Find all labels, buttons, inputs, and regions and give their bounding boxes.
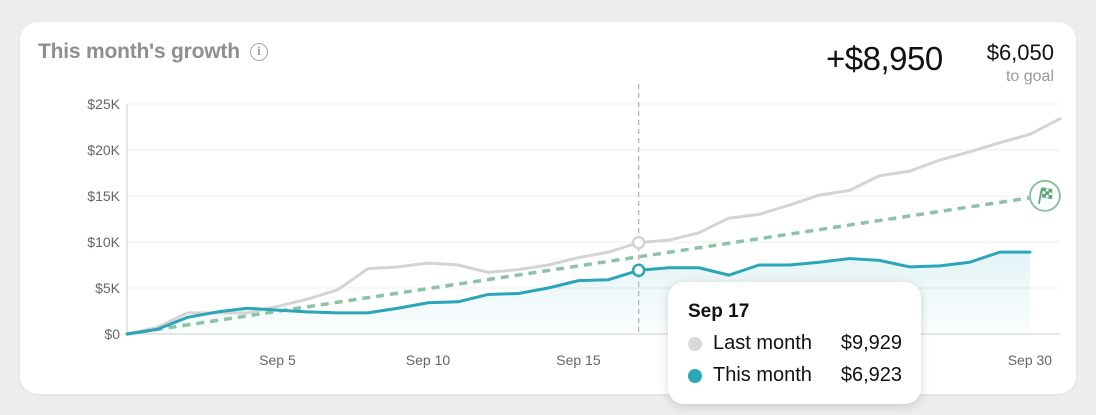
flag-checker <box>1048 188 1053 193</box>
chart-title: This month's growth i <box>38 40 268 64</box>
y-tick-label: $5K <box>95 280 121 296</box>
x-tick-label: Sep 15 <box>556 352 601 368</box>
tooltip-row-last-month: Last month $9,929 <box>688 332 902 355</box>
tooltip-date: Sep 17 <box>688 301 750 322</box>
this-month-legend-dot <box>688 368 702 383</box>
this-month-line <box>125 250 1032 336</box>
growth-value: +$8,950 <box>826 40 943 77</box>
x-tick-label: Sep 5 <box>259 352 296 368</box>
hover-tooltip: Sep 17 Last month $9,929 This month $6,9… <box>668 282 921 404</box>
x-tick-label: Sep 10 <box>406 352 451 368</box>
tooltip-row-value: $6,923 <box>840 364 902 386</box>
flag-checker <box>1045 191 1050 196</box>
y-tick-label: $0 <box>104 326 120 342</box>
flag-checker <box>1045 188 1050 192</box>
to-goal-value: $6,050 <box>986 40 1054 65</box>
last-month-legend-dot <box>688 336 702 351</box>
goal-line <box>126 196 1031 336</box>
flag-checker <box>1042 193 1046 198</box>
this-month-hover-point <box>631 263 646 278</box>
flag-checker <box>1048 191 1053 196</box>
info-icon[interactable]: i <box>249 43 268 61</box>
tooltip-row-this-month: This month $6,923 <box>688 364 902 387</box>
flag-checker <box>1042 187 1046 192</box>
last-month-hover-point <box>631 235 646 250</box>
chart-title-text: This month's growth <box>38 40 240 63</box>
tooltip-row-name: This month <box>713 364 812 386</box>
tooltip-row-name: Last month <box>713 332 812 354</box>
y-tick-label: $15K <box>87 188 120 204</box>
y-tick-label: $20K <box>87 142 120 158</box>
flag-checker <box>1048 195 1053 199</box>
to-goal-label: to goal <box>1005 68 1054 85</box>
y-tick-label: $25K <box>87 96 120 112</box>
flag-checker <box>1042 190 1046 195</box>
y-tick-label: $10K <box>87 234 120 250</box>
flag-pole <box>1038 187 1043 205</box>
tooltip-row-value: $9,929 <box>840 332 902 354</box>
flag-checker <box>1045 194 1050 199</box>
last-month-line <box>125 117 1062 336</box>
x-tick-label: Sep 30 <box>1008 352 1053 368</box>
